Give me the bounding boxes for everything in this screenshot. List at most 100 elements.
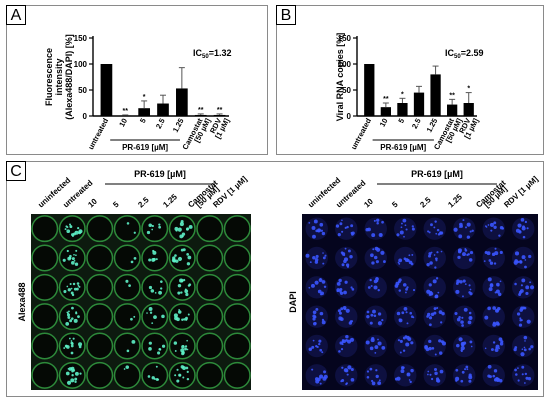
significance-mark: * (401, 91, 404, 98)
well-signal (428, 231, 431, 234)
well-signal (408, 379, 411, 381)
well-signal (181, 351, 185, 355)
well-signal (350, 224, 354, 228)
well-signal (320, 229, 324, 232)
well-signal (484, 315, 489, 320)
well-signal (315, 307, 319, 311)
well-signal (311, 226, 316, 230)
plate-well (453, 276, 476, 299)
well-signal (340, 348, 344, 351)
well-signal (400, 226, 403, 229)
well-signal (433, 307, 437, 311)
well-signal (339, 317, 344, 322)
plate-well (58, 273, 86, 301)
plate-well (58, 215, 86, 243)
well-signal (528, 254, 532, 259)
well-signal (367, 286, 371, 289)
well-signal (436, 306, 439, 309)
well-signal (125, 279, 129, 283)
well-signal (347, 249, 351, 253)
well-signal (398, 318, 403, 323)
well-signal (524, 372, 528, 376)
well-signal (426, 289, 431, 294)
well-signal (428, 292, 432, 296)
well-signal (396, 233, 400, 237)
well-signal (490, 229, 493, 232)
well-signal (524, 340, 526, 342)
well-signal (70, 291, 74, 295)
well-signal (365, 340, 370, 345)
well-signal (73, 318, 78, 323)
plate-well (512, 334, 535, 358)
panel-c-letter: C (6, 161, 26, 181)
well-signal (160, 287, 163, 290)
x-tick-label: 2.5 (154, 117, 167, 130)
well-signal (453, 227, 458, 232)
well-signal (494, 348, 499, 353)
well-signal (161, 314, 165, 319)
well-signal (405, 287, 408, 291)
well-signal (345, 263, 350, 267)
well-signal (312, 234, 316, 239)
well-signal (71, 260, 75, 265)
well-signal (490, 348, 494, 352)
well-signal (523, 348, 527, 352)
plate-column-label: 2.5 (136, 195, 151, 209)
well-signal (402, 336, 406, 340)
well-signal (408, 260, 413, 265)
well-signal (184, 347, 187, 351)
y-axis-label: intensity (54, 58, 64, 95)
well-signal (375, 277, 379, 281)
plate-well (113, 303, 141, 331)
well-signal (434, 266, 437, 269)
well-signal (311, 345, 315, 349)
well-signal (321, 320, 326, 325)
well-signal (489, 283, 494, 287)
well-signal (305, 253, 310, 258)
well-signal (344, 247, 347, 250)
well-signal (346, 225, 349, 229)
well-signal (372, 248, 375, 251)
well-signal (181, 318, 184, 322)
well-signal (461, 324, 464, 327)
well-signal (461, 370, 465, 374)
well-signal (68, 367, 73, 371)
well-signal (457, 255, 461, 260)
plate-well (453, 246, 476, 270)
well-signal (495, 377, 499, 381)
well-signal (322, 252, 324, 254)
well-signal (429, 290, 433, 294)
well-signal (323, 370, 327, 374)
well-signal (77, 284, 80, 287)
plate-well (223, 215, 251, 243)
well-signal (455, 379, 458, 382)
well-signal (321, 351, 324, 354)
plate-column-label: RDV [1 µM] (502, 174, 540, 209)
well-signal (151, 322, 154, 325)
plate-well (512, 276, 535, 299)
well-signal (410, 368, 414, 373)
bar (430, 74, 441, 116)
well-signal (71, 317, 74, 320)
well-signal (441, 312, 445, 316)
well-signal (71, 374, 74, 377)
plate-well (86, 332, 114, 360)
well-signal (338, 350, 341, 353)
well-signal (66, 311, 69, 314)
well-signal (339, 291, 344, 295)
significance-mark: ** (217, 107, 223, 114)
well-signal (424, 345, 428, 349)
well-signal (465, 365, 469, 369)
well-signal (318, 339, 322, 343)
plate-well (31, 244, 59, 272)
well-signal (519, 317, 522, 320)
well-signal (488, 375, 492, 379)
well-signal (340, 380, 343, 383)
well-signal (312, 339, 315, 342)
well-signal (152, 257, 156, 262)
plate-well (31, 215, 59, 243)
plate-well (196, 361, 224, 389)
well-signal (467, 320, 472, 325)
well-signal (405, 228, 408, 231)
well-signal (515, 228, 520, 233)
